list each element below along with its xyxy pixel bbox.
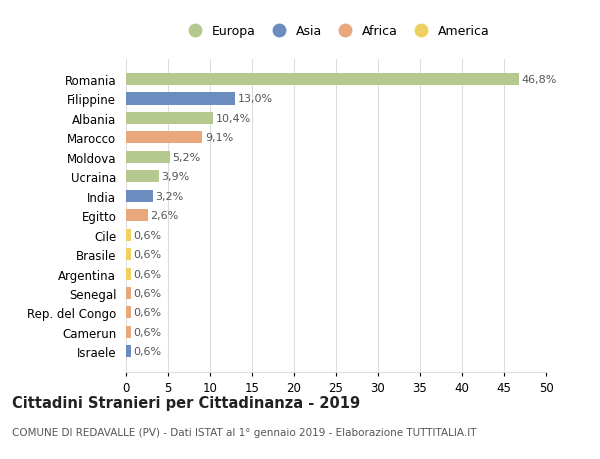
Legend: Europa, Asia, Africa, America: Europa, Asia, Africa, America bbox=[182, 25, 490, 38]
Text: 0,6%: 0,6% bbox=[134, 347, 161, 357]
Text: 3,2%: 3,2% bbox=[155, 191, 184, 202]
Text: 5,2%: 5,2% bbox=[172, 152, 200, 162]
Bar bbox=[126, 346, 131, 358]
Text: 0,6%: 0,6% bbox=[134, 250, 161, 259]
Bar bbox=[126, 229, 131, 241]
Text: 10,4%: 10,4% bbox=[216, 114, 251, 123]
Bar bbox=[126, 93, 235, 105]
Text: 13,0%: 13,0% bbox=[238, 94, 273, 104]
Bar bbox=[126, 171, 159, 183]
Bar bbox=[126, 132, 202, 144]
Bar bbox=[126, 151, 170, 163]
Text: 0,6%: 0,6% bbox=[134, 327, 161, 337]
Text: 0,6%: 0,6% bbox=[134, 230, 161, 240]
Bar bbox=[126, 74, 519, 86]
Text: 0,6%: 0,6% bbox=[134, 308, 161, 318]
Bar bbox=[126, 210, 148, 222]
Bar bbox=[126, 307, 131, 319]
Bar bbox=[126, 112, 214, 125]
Text: 46,8%: 46,8% bbox=[521, 75, 557, 85]
Bar bbox=[126, 248, 131, 261]
Text: 3,9%: 3,9% bbox=[161, 172, 190, 182]
Bar bbox=[126, 326, 131, 338]
Text: COMUNE DI REDAVALLE (PV) - Dati ISTAT al 1° gennaio 2019 - Elaborazione TUTTITAL: COMUNE DI REDAVALLE (PV) - Dati ISTAT al… bbox=[12, 427, 476, 437]
Text: Cittadini Stranieri per Cittadinanza - 2019: Cittadini Stranieri per Cittadinanza - 2… bbox=[12, 395, 360, 410]
Bar bbox=[126, 268, 131, 280]
Text: 2,6%: 2,6% bbox=[151, 211, 179, 221]
Bar bbox=[126, 287, 131, 299]
Text: 0,6%: 0,6% bbox=[134, 288, 161, 298]
Text: 9,1%: 9,1% bbox=[205, 133, 233, 143]
Text: 0,6%: 0,6% bbox=[134, 269, 161, 279]
Bar bbox=[126, 190, 153, 202]
